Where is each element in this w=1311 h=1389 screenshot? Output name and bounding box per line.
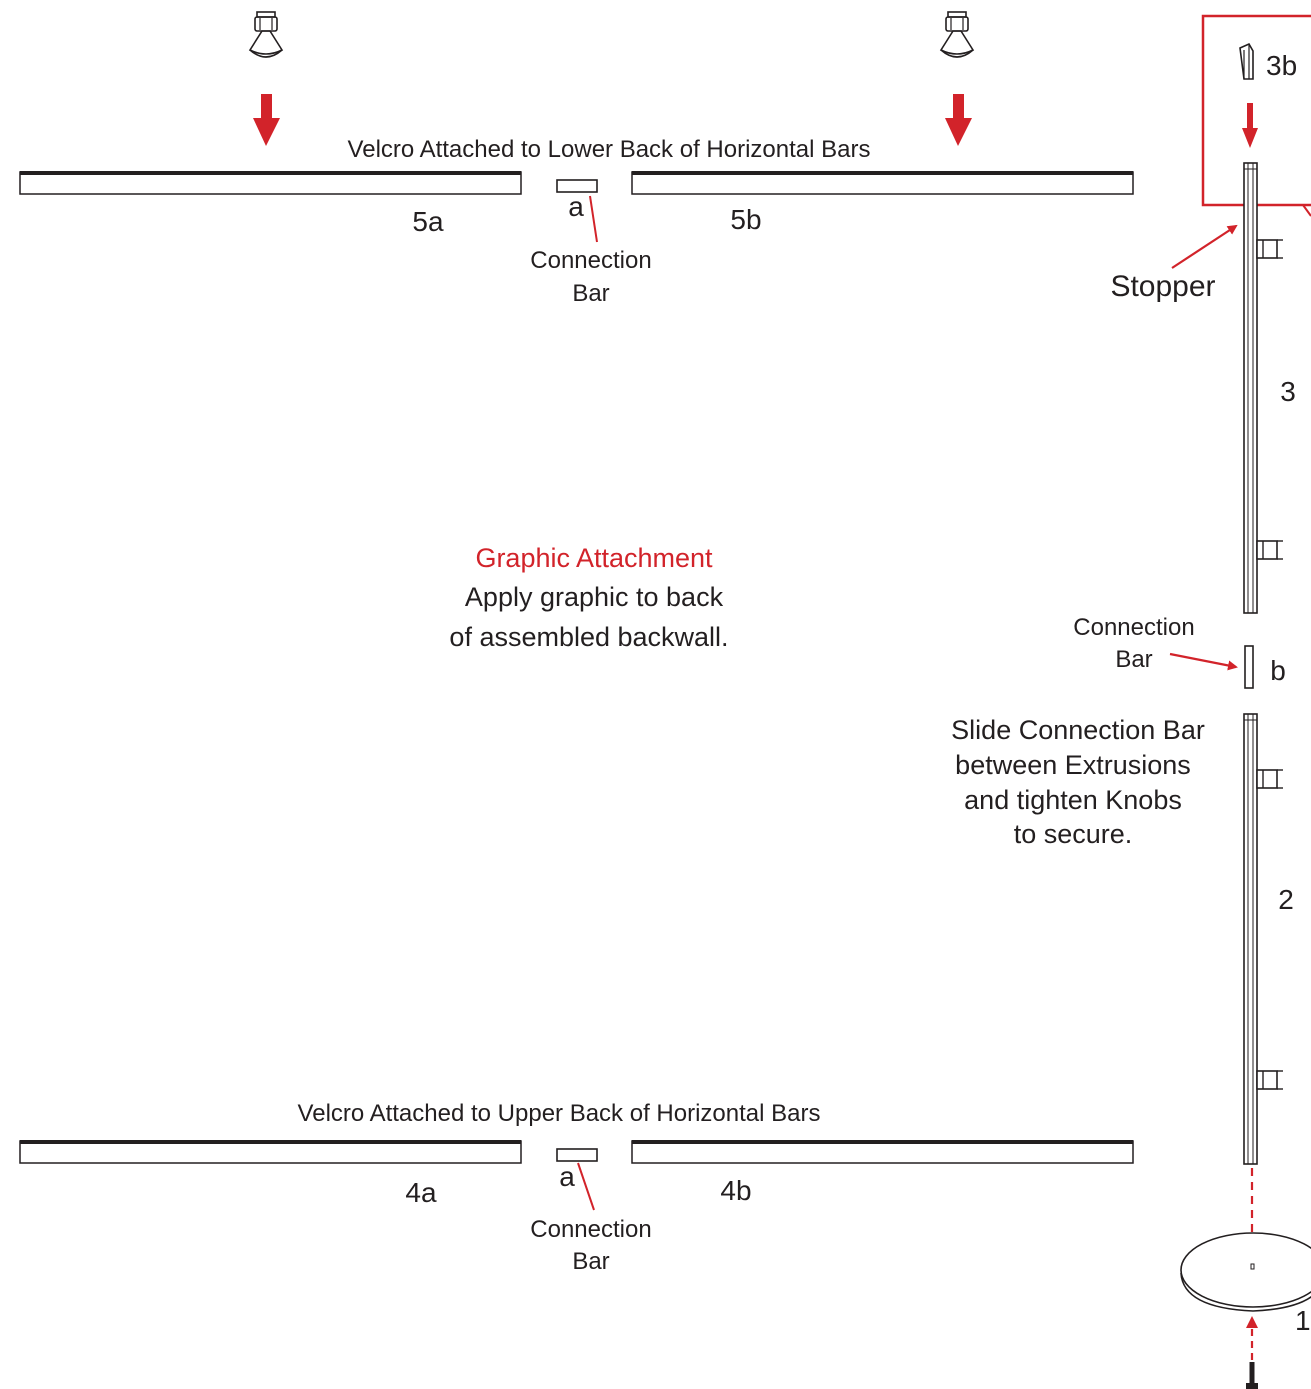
connection-bar-a <box>556 179 598 193</box>
arrow-down-icon <box>1242 103 1258 148</box>
connection-bar-caption: Connection <box>530 1216 651 1243</box>
slide-instruction-line: and tighten Knobs <box>964 785 1182 815</box>
connection-bar-caption: Connection <box>530 247 651 274</box>
leader-line <box>1169 652 1238 671</box>
connection-bar-b <box>1244 645 1254 689</box>
bolt-icon <box>1246 1362 1258 1389</box>
slide-instruction-line: to secure. <box>1014 819 1133 849</box>
vertical-extrusion-3 <box>1243 162 1258 614</box>
part-label-b: b <box>1270 655 1286 686</box>
connection-bar-caption: Bar <box>572 280 609 307</box>
knob-icon <box>249 11 283 58</box>
graphic-instruction-line: Apply graphic to back <box>465 582 724 612</box>
stopper-clip-icon <box>1239 42 1254 80</box>
top-velcro-note: Velcro Attached to Lower Back of Horizon… <box>348 136 871 163</box>
base-plate <box>1180 1232 1311 1312</box>
part-label-5b: 5b <box>730 204 761 235</box>
leader-line <box>1171 224 1238 269</box>
horizontal-bar-5b <box>631 171 1134 195</box>
horizontal-bar-4b <box>631 1140 1134 1164</box>
part-label-a: a <box>568 191 584 222</box>
arrow-up-icon <box>1246 1316 1258 1328</box>
knob-clamp-icon <box>1256 1070 1284 1090</box>
knob-clamp-icon <box>1256 540 1284 560</box>
part-label-3b: 3b <box>1266 50 1297 81</box>
part-label-a: a <box>559 1161 575 1192</box>
arrow-down-icon <box>253 94 280 146</box>
part-label-4b: 4b <box>720 1175 751 1206</box>
leader-line <box>1302 204 1311 217</box>
connection-bar-a <box>556 1148 598 1162</box>
horizontal-bar-5a <box>19 171 522 195</box>
arrow-down-icon <box>945 94 972 146</box>
part-label-2: 2 <box>1278 884 1294 915</box>
part-label-4a: 4a <box>405 1177 437 1208</box>
knob-icon <box>940 11 974 58</box>
slide-instruction-line: between Extrusions <box>955 750 1191 780</box>
bottom-velcro-note: Velcro Attached to Upper Back of Horizon… <box>298 1100 821 1127</box>
slide-instruction-line: Slide Connection Bar <box>951 715 1205 745</box>
graphic-instruction-line: of assembled backwall. <box>449 622 728 652</box>
connection-bar-caption: Connection <box>1073 614 1194 641</box>
part-label-1: 1 <box>1295 1305 1311 1336</box>
graphic-attachment-title: Graphic Attachment <box>475 543 713 573</box>
stopper-caption: Stopper <box>1110 270 1215 303</box>
knob-clamp-icon <box>1256 239 1284 259</box>
vertical-extrusion-2 <box>1243 713 1258 1165</box>
part-label-3: 3 <box>1280 376 1296 407</box>
part-label-5a: 5a <box>412 206 444 237</box>
leader-line <box>577 1162 595 1211</box>
leader-line <box>589 195 598 243</box>
horizontal-bar-4a <box>19 1140 522 1164</box>
connection-bar-caption: Bar <box>572 1248 609 1275</box>
connection-bar-caption: Bar <box>1115 646 1152 673</box>
knob-clamp-icon <box>1256 769 1284 789</box>
